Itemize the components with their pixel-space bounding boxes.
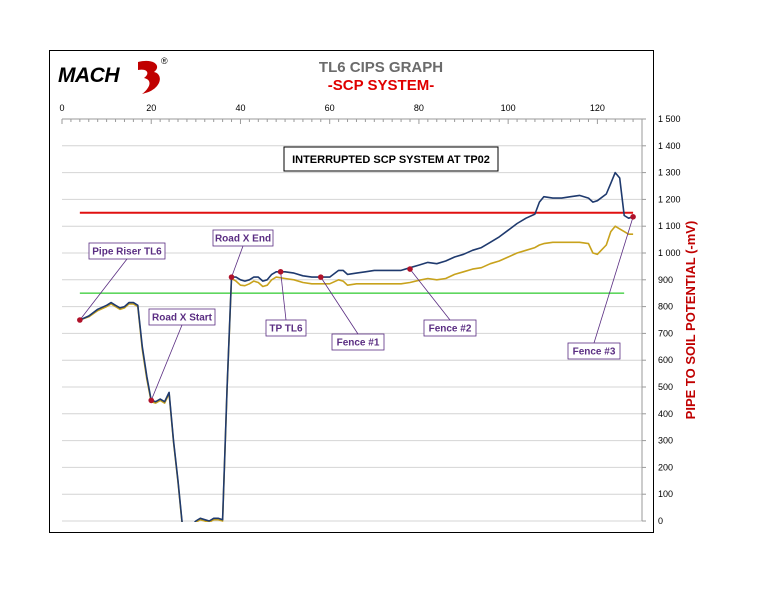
y-tick-label: 600 bbox=[658, 355, 673, 365]
x-tick-label: 120 bbox=[590, 103, 605, 113]
y-tick-label: 1 500 bbox=[658, 114, 681, 124]
annotation-label-box bbox=[212, 229, 274, 247]
y-tick-label: 1 300 bbox=[658, 168, 681, 178]
x-tick-label: 100 bbox=[501, 103, 516, 113]
chart-title: TL6 CIPS GRAPH bbox=[318, 59, 444, 76]
y-tick-label: 200 bbox=[658, 462, 673, 472]
annotation-box-text: INTERRUPTED SCP SYSTEM AT TP02 bbox=[292, 154, 490, 166]
annotation-label: Road X Start bbox=[152, 313, 213, 324]
annotation-marker bbox=[228, 274, 235, 280]
x-tick-label: 0 bbox=[59, 103, 64, 113]
y-tick-label: 1 100 bbox=[658, 221, 681, 231]
annotation-leader bbox=[409, 268, 451, 321]
annotation-label: Road X End bbox=[215, 234, 271, 245]
annotation-leader bbox=[320, 276, 359, 335]
y-tick-label: 800 bbox=[658, 302, 673, 312]
annotation-box bbox=[283, 146, 499, 172]
x-tick-label: 40 bbox=[235, 103, 245, 113]
y-tick-label: 300 bbox=[658, 436, 673, 446]
y-axis-title: PIPE TO SOIL POTENTIAL (-mV) bbox=[683, 221, 698, 420]
annotation-leader bbox=[231, 245, 244, 278]
annotation-label: Fence #1 bbox=[337, 338, 380, 349]
annotation-label-box bbox=[265, 319, 307, 337]
annotation-leader bbox=[280, 271, 287, 321]
annotation-label: TP TL6 bbox=[269, 324, 303, 335]
chart-frame bbox=[49, 50, 654, 533]
y-tick-label: 900 bbox=[658, 275, 673, 285]
x-tick-label: 60 bbox=[325, 103, 335, 113]
y-tick-label: 1 400 bbox=[658, 141, 681, 151]
logo-mark-icon bbox=[138, 60, 160, 94]
annotation-marker bbox=[77, 317, 83, 323]
annotation-label-box bbox=[423, 319, 477, 337]
x-tick-label: 80 bbox=[414, 103, 424, 113]
annotation-marker bbox=[317, 274, 324, 280]
series-line-gold bbox=[79, 225, 634, 522]
annotation-marker bbox=[407, 266, 413, 272]
y-tick-label: 0 bbox=[658, 516, 663, 526]
annotation-leader bbox=[150, 324, 183, 401]
annotation-leader bbox=[79, 258, 128, 321]
y-tick-label: 400 bbox=[658, 409, 673, 419]
chart-subtitle: -SCP SYSTEM- bbox=[327, 77, 435, 94]
annotation-label-box bbox=[567, 342, 621, 360]
annotation-label-box bbox=[331, 333, 385, 351]
x-tick-label: 20 bbox=[146, 103, 156, 113]
annotation-label: Fence #3 bbox=[573, 347, 616, 358]
y-tick-label: 100 bbox=[658, 489, 673, 499]
annotation-label: Fence #2 bbox=[429, 324, 472, 335]
annotation-marker bbox=[148, 397, 155, 404]
logo-registered: ® bbox=[161, 56, 168, 66]
y-tick-label: 500 bbox=[658, 382, 673, 392]
annotation-marker bbox=[277, 268, 284, 275]
y-tick-label: 700 bbox=[658, 328, 673, 338]
logo-text: MACH bbox=[58, 64, 120, 87]
annotation-label-box bbox=[148, 308, 216, 326]
series-line-navy bbox=[79, 171, 634, 522]
annotation-marker bbox=[630, 214, 636, 220]
annotation-leader bbox=[593, 216, 634, 344]
annotation-label: Pipe Riser TL6 bbox=[92, 247, 162, 258]
y-tick-label: 1 000 bbox=[658, 248, 681, 258]
annotation-label-box bbox=[88, 242, 166, 260]
y-tick-label: 1 200 bbox=[658, 194, 681, 204]
